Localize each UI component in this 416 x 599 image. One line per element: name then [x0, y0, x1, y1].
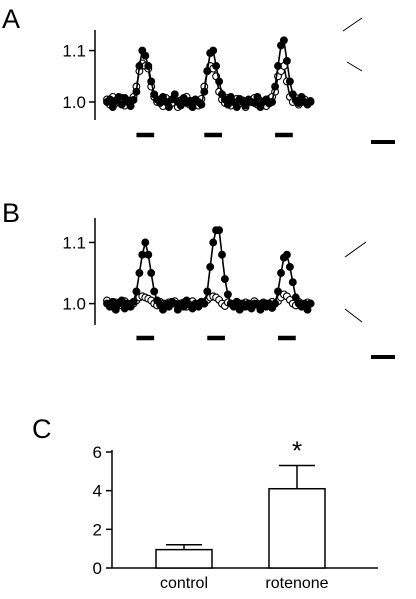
panel-a-rotenone-point — [135, 62, 144, 70]
panel-b-control-pointer — [344, 308, 363, 323]
panel-b-rotenone-line — [106, 229, 312, 312]
panel-c-axes: 0 2 4 6 — [93, 443, 378, 578]
panel-a-rotenone-point — [108, 103, 117, 112]
panel-b-rotenone-point — [306, 299, 315, 308]
panel-b-rotenone-point — [203, 287, 212, 296]
panel-a-rotenone-point — [129, 95, 138, 104]
panel-b-rotenone-point — [129, 297, 138, 306]
panel-b-letter: B — [2, 198, 20, 228]
panel-b-rotenone-point — [215, 226, 224, 235]
panel-a-rotenone-point — [285, 77, 294, 86]
panel-c-bars: control * rotenone — [155, 436, 329, 592]
panel-b-ytick-label: 1.1 — [62, 233, 86, 252]
panel-b-rotenone-point — [200, 299, 209, 308]
panel-b-rotenone-point — [277, 269, 285, 277]
panel-a-rotenone-point — [164, 103, 173, 112]
panel-a-rotenone-point — [141, 51, 150, 60]
panel-a-rotenone-point — [232, 103, 241, 112]
panel-c-significance-rotenone: * — [292, 436, 302, 466]
panel-b-rotenone-point — [285, 262, 294, 271]
panel-a-rotenone-point — [274, 62, 282, 70]
panel-b-rotenone-point — [144, 250, 153, 259]
panel-a-rotenone-point — [126, 102, 135, 111]
panel-a-rotenone-point — [288, 90, 297, 99]
panel-a-rotenone-point — [253, 92, 262, 101]
panel-b-rotenone-point — [220, 275, 229, 284]
panel-c-bar-control — [155, 548, 213, 569]
panel-b-rotenone-point — [209, 238, 218, 247]
panel-b-rotenone-point — [282, 250, 291, 259]
panel-b-rotenone-point — [206, 262, 215, 271]
panel-c-ytick-label: 0 — [93, 559, 102, 578]
panel-a-ytick-label: 1.1 — [62, 42, 86, 61]
panel-c-letter: C — [32, 414, 52, 444]
panel-a-rotenone-point — [212, 62, 221, 70]
panel-b-rotenone-point — [141, 238, 150, 247]
panel-a-rotenone-point — [282, 56, 291, 65]
panel-b-rotenone-point — [274, 287, 282, 296]
panel-b-ytick-label: 1.0 — [62, 295, 86, 314]
panel-a-rotenone-point — [215, 77, 224, 86]
panel-b-rotenone-point — [223, 290, 232, 299]
panel-b-plot — [103, 226, 315, 314]
panel-b-rotenone-point — [271, 299, 280, 308]
panel-b-rotenone-point — [132, 287, 141, 296]
panel-b-rotenone-point — [117, 296, 126, 305]
panel-a-letter: A — [2, 4, 20, 34]
panel-b-rotenone-point — [303, 305, 312, 314]
panel-c-ytick-label: 6 — [93, 443, 102, 462]
panel-b-rotenone-pointer — [344, 241, 367, 258]
panel-a-rotenone-pointer — [342, 17, 363, 32]
panel-a-rotenone-point — [200, 87, 209, 96]
panel-a-control-pointer — [346, 61, 363, 72]
panel-a-rotenone-point — [144, 62, 153, 70]
panel-a-rotenone-point — [268, 98, 277, 106]
panel-b-rotenone-point — [218, 250, 226, 259]
panel-b-rotenone-point — [147, 269, 156, 277]
panel-a-rotenone-point — [197, 100, 206, 109]
panel-a-rotenone-point — [279, 36, 288, 45]
panel-b-ticks: 1.0 1.1 — [62, 233, 95, 314]
panel-a-rotenone-point — [170, 90, 179, 99]
panel-b-rotenone-point — [150, 287, 159, 296]
panel-a-rotenone-point — [147, 77, 156, 86]
panel-a-ticks: 1.0 1.1 — [62, 42, 95, 112]
panel-a-rotenone-point — [203, 67, 212, 76]
panel-c-category-rotenone: rotenone — [265, 575, 328, 592]
panel-a-ytick-label: 1.0 — [62, 93, 86, 112]
panel-a-rotenone-point — [209, 46, 218, 55]
panel-a-rotenone-point — [271, 82, 280, 91]
panel-b-rotenone-point — [111, 305, 120, 314]
panel-c-category-control: control — [160, 575, 208, 592]
panel-c-bar-rotenone — [268, 487, 326, 569]
panel-a-rotenone-point — [188, 103, 197, 112]
panel-b-rotenone-point — [288, 278, 297, 287]
panel-a-rotenone-line — [106, 37, 312, 110]
panel-c-ytick-label: 2 — [93, 520, 102, 539]
panel-a-plot — [103, 36, 315, 112]
panel-a-rotenone-point — [250, 99, 259, 107]
panel-b-rotenone-point — [135, 269, 144, 277]
panel-a-rotenone-point — [306, 98, 315, 106]
panel-c-ytick-label: 4 — [93, 482, 102, 501]
panel-b-rotenone-point — [291, 293, 300, 302]
panel-a-rotenone-point — [132, 87, 141, 96]
